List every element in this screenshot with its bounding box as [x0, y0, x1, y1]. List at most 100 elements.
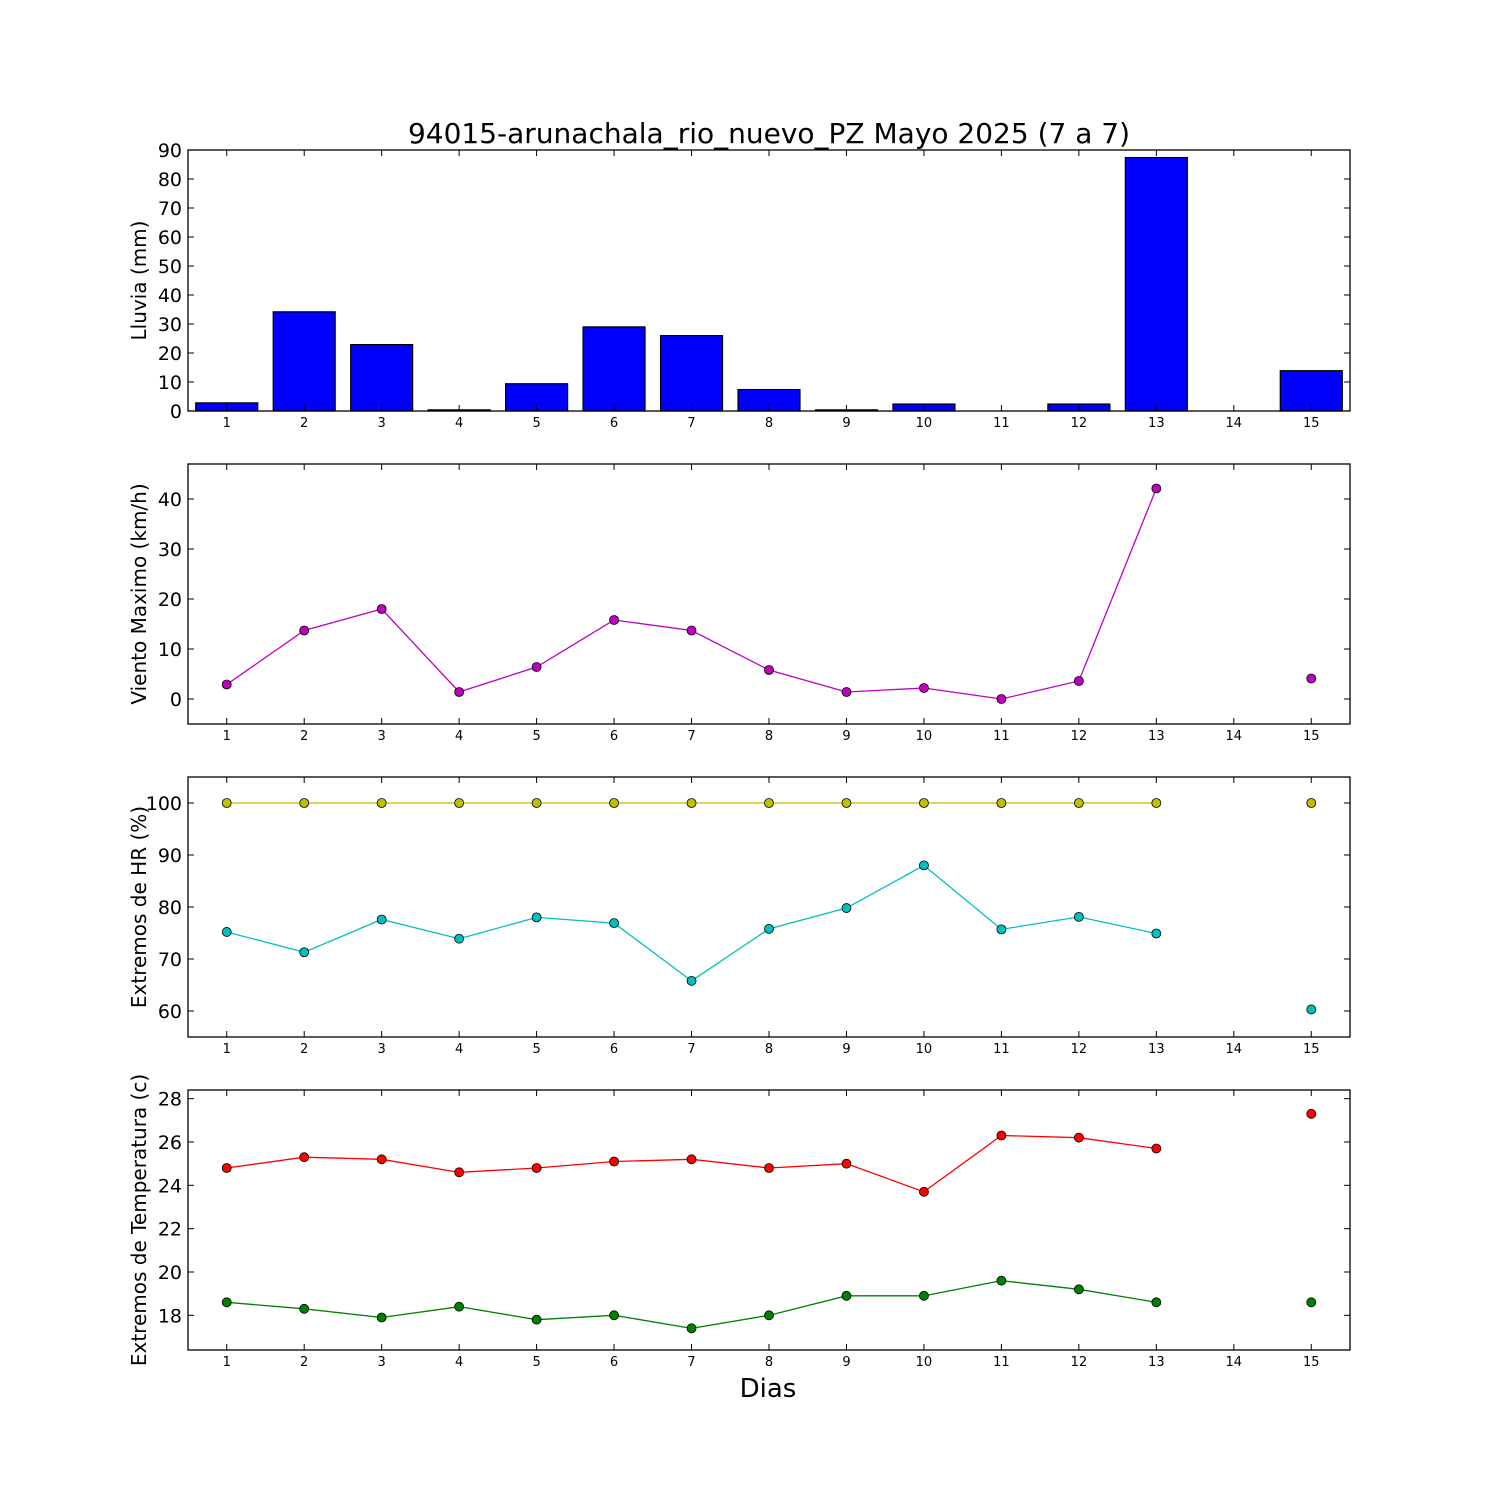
x-tick-label: 7	[687, 416, 695, 431]
x-tick-label: 6	[610, 1355, 618, 1370]
data-point	[1151, 798, 1162, 808]
y-tick-label: 50	[158, 256, 182, 278]
x-tick-label: 6	[610, 729, 618, 744]
x-tick-label: 8	[765, 416, 773, 431]
data-point	[221, 927, 232, 937]
y-tick-label: 22	[158, 1219, 182, 1241]
data-point	[686, 1323, 697, 1334]
data-point	[531, 662, 542, 672]
y-tick-label: 18	[158, 1305, 182, 1327]
x-tick-label: 5	[532, 729, 540, 744]
data-point	[454, 798, 465, 808]
y-axis-label: Extremos de Temperatura (c)	[127, 1074, 151, 1366]
data-point	[609, 798, 619, 808]
x-tick-label: 11	[993, 416, 1010, 431]
data-point	[841, 903, 852, 913]
plot-frame	[187, 776, 1351, 1038]
data-point	[609, 918, 619, 929]
x-tick-label: 15	[1303, 729, 1320, 744]
data-point	[996, 798, 1007, 808]
x-tick-label: 11	[993, 729, 1010, 744]
y-tick-label: 80	[158, 169, 182, 191]
bar	[1279, 370, 1343, 412]
data-point	[221, 798, 232, 808]
data-point	[996, 924, 1007, 935]
data-point	[531, 798, 542, 808]
y-tick-label: 28	[158, 1089, 182, 1111]
data-point	[764, 923, 774, 934]
data-point	[221, 1163, 232, 1173]
series-line	[226, 864, 1157, 982]
data-point	[919, 683, 929, 693]
data-point	[1306, 798, 1317, 808]
data-point	[996, 1275, 1007, 1286]
x-tick-label: 3	[378, 729, 386, 744]
plot-frame	[187, 463, 1351, 725]
x-tick-label: 2	[300, 416, 308, 431]
data-point	[1306, 1004, 1317, 1015]
x-tick-label: 10	[916, 416, 933, 431]
x-tick-label: 10	[916, 1042, 933, 1057]
x-tick-label: 4	[455, 1042, 463, 1057]
data-point	[841, 1158, 852, 1169]
data-point	[376, 1154, 387, 1165]
data-point	[609, 615, 619, 625]
bar	[272, 311, 336, 412]
y-tick-label: 24	[158, 1175, 182, 1197]
data-point	[454, 687, 465, 697]
data-point	[1073, 911, 1084, 922]
x-tick-label: 12	[1071, 1355, 1088, 1370]
data-point	[221, 1297, 232, 1308]
y-tick-label: 0	[170, 401, 182, 423]
x-tick-label: 14	[1226, 729, 1243, 744]
x-tick-label: 2	[300, 729, 308, 744]
x-tick-label: 7	[687, 1042, 695, 1057]
x-tick-label: 15	[1303, 416, 1320, 431]
data-point	[454, 1301, 465, 1312]
x-tick-label: 10	[916, 729, 933, 744]
bar	[350, 343, 414, 412]
data-point	[531, 912, 542, 923]
x-tick-label: 5	[532, 416, 540, 431]
series-line	[226, 1280, 1157, 1329]
data-point	[376, 604, 387, 614]
y-tick-label: 30	[158, 539, 182, 561]
x-tick-label: 9	[842, 729, 850, 744]
x-tick-label: 4	[455, 416, 463, 431]
data-point	[686, 1154, 697, 1165]
x-tick-label: 3	[378, 1042, 386, 1057]
data-point	[1306, 1297, 1317, 1308]
x-tick-label: 9	[842, 1355, 850, 1370]
data-point	[299, 947, 310, 958]
y-tick-label: 20	[158, 1262, 182, 1284]
bar	[659, 335, 724, 412]
y-tick-label: 40	[158, 285, 182, 307]
data-point	[531, 1314, 542, 1325]
y-tick-label: 90	[158, 845, 182, 867]
y-tick-label: 30	[158, 314, 182, 336]
data-point	[764, 1310, 774, 1321]
y-tick-label: 20	[158, 589, 182, 611]
x-tick-label: 1	[223, 729, 231, 744]
x-tick-label: 13	[1148, 1355, 1165, 1370]
x-axis-label: Dias	[740, 1374, 797, 1404]
data-point	[299, 625, 310, 636]
x-tick-label: 14	[1226, 1355, 1243, 1370]
x-tick-label: 13	[1148, 1042, 1165, 1057]
data-point	[841, 1290, 852, 1301]
data-point	[299, 1152, 310, 1163]
data-point	[764, 1163, 774, 1173]
x-tick-label: 6	[610, 416, 618, 431]
panel-1: 1 2 3 4 5 6 7 8 9 10 11 12 13 14 150102030405060708090…	[127, 140, 1351, 431]
data-point	[299, 798, 310, 808]
x-tick-label: 7	[687, 729, 695, 744]
data-point	[1073, 676, 1084, 686]
y-axis-label: Extremos de HR (%)	[127, 806, 151, 1008]
data-point	[376, 798, 387, 808]
data-point	[531, 1163, 542, 1173]
x-tick-label: 12	[1071, 416, 1088, 431]
y-tick-label: 80	[158, 897, 182, 919]
x-tick-label: 3	[378, 1355, 386, 1370]
x-tick-label: 14	[1226, 416, 1243, 431]
